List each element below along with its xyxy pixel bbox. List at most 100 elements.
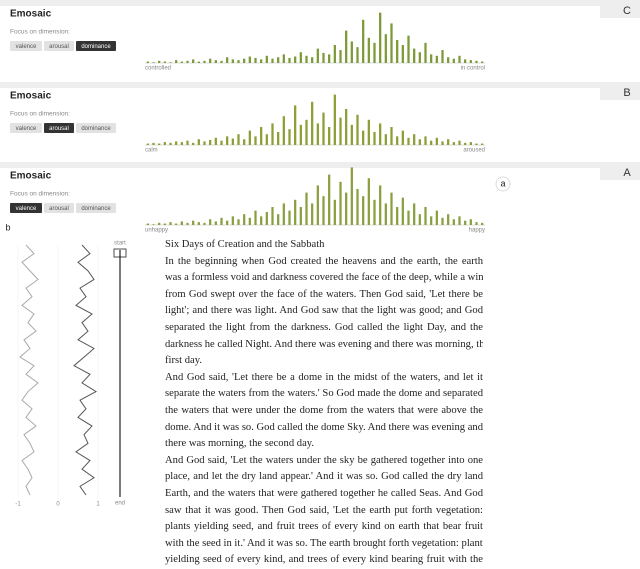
dimension-button-label[interactable]: arousal: [49, 126, 69, 132]
histogram-bar: [322, 196, 325, 225]
panel-band: [0, 0, 640, 6]
histogram-bar: [294, 105, 297, 145]
histogram-bar: [180, 142, 183, 145]
histogram-bar: [152, 62, 155, 63]
histogram-bar: [214, 221, 217, 225]
badge-label: b: [5, 222, 10, 232]
histogram-bar: [288, 129, 291, 145]
histogram-bar: [316, 185, 319, 225]
histogram-bar: [254, 136, 257, 145]
histogram-bar: [169, 142, 172, 145]
histogram-bar: [328, 174, 331, 225]
dimension-button[interactable]: [10, 123, 42, 133]
histogram-bar: [396, 207, 399, 225]
histogram-bar: [203, 141, 206, 145]
histogram-bar: [413, 134, 416, 145]
histogram-bar: [367, 37, 370, 63]
panel-label: A: [623, 167, 631, 179]
timeline-tick-label: 0: [56, 502, 60, 508]
histogram-bar: [435, 137, 438, 145]
histogram-bar: [401, 130, 404, 145]
dimension-button-label[interactable]: valence: [16, 44, 37, 50]
histogram-bar: [452, 142, 455, 145]
histogram-bar: [192, 142, 195, 145]
histogram-bar: [333, 45, 336, 63]
histogram-bar: [311, 57, 314, 63]
histogram-bar: [237, 134, 240, 145]
histogram-bar: [390, 23, 393, 63]
dimension-button-label[interactable]: valence: [16, 126, 37, 132]
histogram-bar: [146, 143, 149, 145]
histogram-bar: [441, 217, 444, 225]
histogram-bar: [339, 50, 342, 63]
histogram-bar: [254, 57, 257, 63]
histogram-bar: [481, 222, 484, 225]
text-line: light'; and there was light. And God saw…: [165, 305, 483, 317]
histogram-bar: [447, 214, 450, 225]
histogram-bar: [401, 197, 404, 225]
panel-side: [600, 82, 640, 100]
dimension-button-label[interactable]: dominance: [81, 206, 111, 212]
histogram-bar: [333, 199, 336, 225]
histogram-bar: [192, 59, 195, 63]
histogram-bar: [163, 142, 166, 145]
histogram-bar: [299, 124, 302, 145]
histogram-bar: [356, 114, 359, 145]
dimension-button[interactable]: [10, 41, 42, 51]
dimension-button[interactable]: [76, 203, 116, 213]
timeline-start: start: [114, 241, 126, 247]
histogram-bar: [362, 130, 365, 145]
dimension-button[interactable]: [10, 203, 42, 213]
histogram-bar: [158, 143, 161, 145]
histogram-bar: [231, 138, 234, 145]
text-line: And God said, 'Let there be a dome in th…: [165, 371, 483, 383]
histogram-bar: [305, 192, 308, 225]
histogram-bar: [413, 203, 416, 225]
dimension-button[interactable]: [44, 41, 74, 51]
histogram-bar: [214, 137, 217, 145]
dimension-button-label[interactable]: dominance: [81, 126, 111, 132]
histogram-bar: [220, 60, 223, 63]
histogram-bar: [373, 199, 376, 225]
histogram-bar: [418, 214, 421, 225]
histogram-bar: [350, 41, 353, 63]
histogram-bar: [282, 203, 285, 225]
histogram-bar: [418, 139, 421, 145]
histogram-bar: [294, 199, 297, 225]
dimension-button-label[interactable]: arousal: [49, 44, 69, 50]
dimension-button-label[interactable]: dominance: [81, 44, 111, 50]
histogram-bar: [209, 139, 212, 145]
histogram-bar: [441, 141, 444, 145]
histogram-bar: [277, 214, 280, 225]
histogram-bar: [158, 222, 161, 225]
histogram-bar: [226, 220, 229, 225]
histogram-bar: [169, 62, 172, 63]
text-line: saw that it was good. Then God said, 'Le…: [165, 504, 483, 516]
histogram-bar: [175, 60, 178, 63]
histogram-bar: [475, 60, 478, 63]
histogram-bar: [277, 132, 280, 145]
histogram-bar: [175, 223, 178, 225]
dimension-button[interactable]: [76, 123, 116, 133]
dimension-button[interactable]: [44, 203, 74, 213]
histogram-bar: [277, 57, 280, 63]
dimension-button-label[interactable]: arousal: [49, 206, 69, 212]
text-line: darkness he called Night. And there was …: [165, 338, 483, 350]
histogram-bar: [418, 52, 421, 63]
histogram-bar: [226, 136, 229, 145]
histogram-bar: [271, 58, 274, 63]
histogram-bar: [254, 210, 257, 225]
dimension-button[interactable]: [76, 41, 116, 51]
histogram-bar: [260, 59, 263, 63]
histogram-bar: [220, 140, 223, 145]
badge-label: a: [500, 178, 505, 188]
axis-right-label: in control: [461, 66, 485, 72]
histogram-bar: [384, 134, 387, 145]
text-line: yielding seed of every kind, and trees o…: [165, 554, 483, 566]
dimension-button-label[interactable]: valence: [16, 206, 37, 212]
panel-title: Emosaic: [10, 9, 52, 20]
dimension-button[interactable]: [44, 123, 74, 133]
histogram-bar: [288, 57, 291, 63]
panel-title: Emosaic: [10, 91, 52, 102]
histogram-bar: [180, 61, 183, 63]
